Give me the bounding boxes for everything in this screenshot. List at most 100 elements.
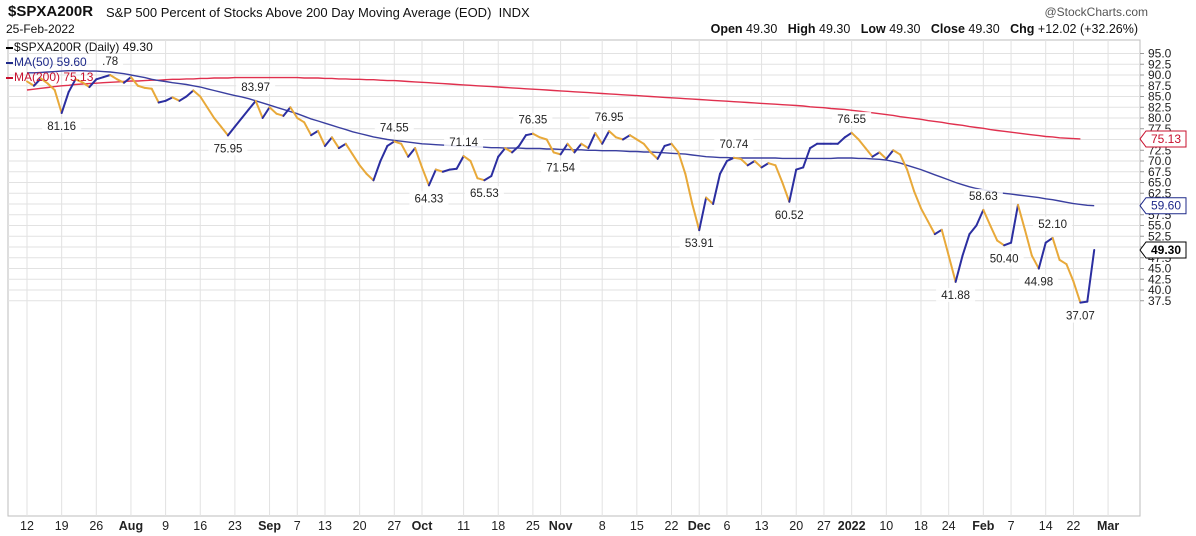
x-tick-label: 20 bbox=[789, 519, 803, 533]
series-segment bbox=[684, 172, 694, 205]
x-tick-label: 27 bbox=[387, 519, 401, 533]
series-segment bbox=[1058, 258, 1068, 266]
x-tick-label: 7 bbox=[1008, 519, 1015, 533]
data-label: 52.10 bbox=[1038, 219, 1067, 231]
data-label-bg bbox=[42, 119, 82, 134]
series-segment bbox=[109, 74, 119, 81]
x-tick-label: 6 bbox=[723, 519, 730, 533]
series-segment bbox=[774, 164, 784, 184]
exchange-label: INDX bbox=[498, 5, 530, 20]
y-tick-label: 92.5 bbox=[1148, 57, 1172, 71]
series-segment bbox=[677, 151, 687, 175]
last-value-tag-text: 59.60 bbox=[1151, 199, 1181, 213]
series-segment bbox=[455, 155, 465, 170]
change-label: Chg bbox=[1010, 22, 1035, 36]
x-tick-label: 13 bbox=[755, 519, 769, 533]
series-segment bbox=[282, 106, 292, 117]
open-label: Open bbox=[710, 22, 743, 36]
series-segment bbox=[462, 155, 472, 162]
series-segment bbox=[213, 117, 223, 128]
data-label-bg bbox=[936, 287, 976, 302]
series-segment bbox=[26, 80, 35, 87]
series-segment bbox=[344, 142, 354, 156]
series-segment bbox=[1023, 228, 1033, 257]
series-segment bbox=[358, 164, 368, 175]
x-tick-label: 16 bbox=[193, 519, 207, 533]
series-segment bbox=[490, 155, 500, 178]
series-segment bbox=[393, 140, 403, 145]
data-label: 71.14 bbox=[449, 137, 478, 149]
series-segment bbox=[53, 89, 63, 115]
x-tick-label: 11 bbox=[457, 519, 470, 533]
y-tick-label: 95.0 bbox=[1148, 47, 1172, 61]
series-segment bbox=[809, 142, 819, 150]
y-tick-label: 67.5 bbox=[1148, 165, 1172, 179]
series-segment bbox=[379, 144, 389, 162]
data-label: 81.16 bbox=[47, 121, 76, 133]
series-segment bbox=[421, 166, 430, 187]
series-segment bbox=[74, 78, 84, 84]
series-segment bbox=[88, 78, 98, 89]
data-label: 76.95 bbox=[595, 112, 624, 124]
data-label-bg bbox=[444, 135, 484, 150]
series-segment bbox=[1065, 263, 1075, 283]
data-label: 71.54 bbox=[546, 162, 575, 174]
series-segment bbox=[400, 142, 410, 158]
last-value-tag: 59.60 bbox=[1139, 197, 1187, 215]
data-label-bg bbox=[1019, 274, 1059, 289]
series-segment bbox=[116, 78, 126, 84]
series-segment bbox=[899, 153, 909, 171]
last-value-tag-box bbox=[1139, 197, 1187, 215]
series-segment bbox=[947, 254, 957, 283]
x-tick-label: 19 bbox=[55, 519, 69, 533]
data-label: 76.35 bbox=[518, 115, 547, 127]
legend-ma200: MA(200) 75.13 bbox=[6, 70, 93, 84]
series-segment bbox=[843, 131, 853, 139]
open-value: 49.30 bbox=[746, 22, 778, 36]
series-line-ma50 bbox=[27, 70, 1095, 207]
series-segment bbox=[102, 74, 112, 79]
data-label-bg bbox=[409, 191, 449, 206]
series-segment bbox=[781, 181, 791, 203]
series-segment bbox=[788, 168, 798, 203]
data-label: 65.53 bbox=[470, 188, 499, 200]
data-label-bg bbox=[589, 110, 629, 125]
y-tick-label: 70.0 bbox=[1148, 154, 1172, 168]
series-segment bbox=[933, 228, 943, 236]
y-tick-label: 40.0 bbox=[1148, 283, 1172, 297]
data-label: 53.91 bbox=[685, 238, 714, 250]
series-segment bbox=[123, 76, 132, 84]
data-label-bg bbox=[236, 79, 276, 94]
series-segment bbox=[615, 136, 624, 141]
data-label-bg bbox=[1060, 308, 1100, 323]
series-segment bbox=[317, 129, 326, 147]
series-segment bbox=[372, 160, 382, 182]
series-segment bbox=[414, 147, 424, 169]
x-tick-label: 20 bbox=[353, 519, 367, 533]
series-segment bbox=[441, 168, 451, 173]
series-segment bbox=[795, 166, 805, 171]
legend-main-text: $SPXA200R (Daily) 49.30 bbox=[14, 40, 153, 54]
y-tick-label: 87.5 bbox=[1148, 79, 1172, 93]
watermark: @StockCharts.com bbox=[1044, 5, 1148, 19]
symbol: $SPXA200R bbox=[8, 3, 94, 20]
plot-frame bbox=[7, 39, 1141, 517]
series-segment bbox=[968, 224, 978, 236]
series-segment bbox=[587, 132, 597, 150]
series-segment bbox=[1086, 249, 1096, 303]
series-segment bbox=[1044, 236, 1054, 244]
x-tick-label: 2022 bbox=[838, 519, 866, 533]
series-segment bbox=[434, 168, 444, 173]
last-value-tag-box bbox=[1139, 130, 1187, 148]
series-segment bbox=[712, 172, 721, 205]
series-segment bbox=[337, 142, 347, 150]
ohlc-bar: Open 49.30 High 49.30 Low 49.30 Close 49… bbox=[711, 22, 1138, 36]
series-segment bbox=[691, 203, 701, 232]
x-tick-label: 24 bbox=[942, 519, 956, 533]
series-segment bbox=[1051, 236, 1061, 261]
series-segment bbox=[725, 156, 735, 162]
x-tick-label: 18 bbox=[491, 519, 505, 533]
series-segment bbox=[594, 132, 604, 145]
series-segment bbox=[289, 106, 299, 119]
x-tick-label: 12 bbox=[20, 519, 34, 533]
